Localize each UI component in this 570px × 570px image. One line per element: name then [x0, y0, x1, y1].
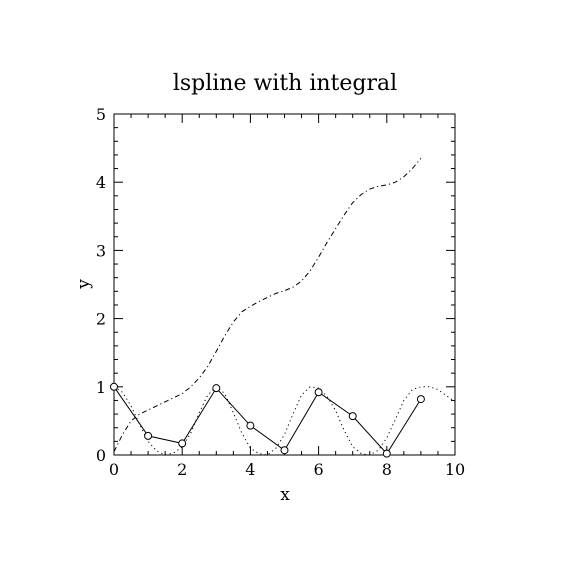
y-axis-label: y — [74, 279, 94, 290]
data-point-marker — [314, 388, 323, 397]
x-tick-label: 2 — [177, 460, 187, 479]
y-tick-label: 0 — [96, 446, 106, 465]
y-tick-label: 3 — [96, 241, 106, 260]
data-point-marker — [212, 384, 221, 393]
tick-labels: 0 2 4 6 8 10 0 1 2 3 4 5 — [96, 105, 465, 479]
x-tick-label: 8 — [382, 460, 392, 479]
y-tick-label: 2 — [96, 310, 106, 329]
chart-title: lspline with integral — [173, 71, 397, 96]
data-point-marker — [246, 421, 255, 430]
data-point-marker — [280, 446, 289, 455]
series-line-3 — [113, 158, 422, 452]
data-markers — [110, 382, 425, 458]
plot-frame — [113, 113, 456, 456]
data-point-marker — [178, 439, 187, 448]
data-point-marker — [348, 412, 357, 421]
series-lines — [113, 158, 456, 456]
x-tick-label: 6 — [314, 460, 324, 479]
y-tick-label: 5 — [96, 105, 106, 124]
x-tick-label: 0 — [109, 460, 119, 479]
x-axis-label: x — [280, 485, 290, 505]
y-tick-label: 1 — [96, 378, 106, 397]
x-tick-label: 10 — [445, 460, 465, 479]
axis-ticks — [113, 113, 456, 456]
y-tick-label: 4 — [96, 173, 106, 192]
data-point-marker — [382, 449, 391, 458]
series-line-1 — [113, 386, 422, 455]
data-point-marker — [110, 382, 118, 391]
data-point-marker — [416, 395, 425, 404]
x-tick-label: 4 — [245, 460, 255, 479]
series-line-2 — [113, 386, 456, 456]
plot-area — [113, 113, 456, 456]
data-point-marker — [144, 431, 153, 440]
